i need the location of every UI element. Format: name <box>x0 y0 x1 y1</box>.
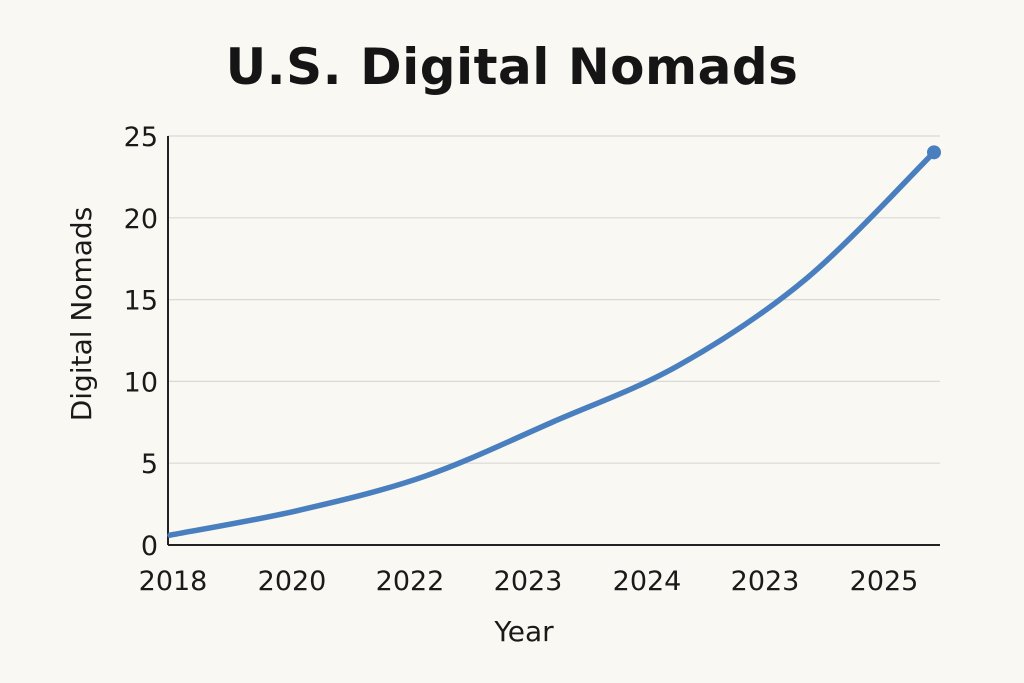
axes <box>167 136 940 546</box>
chart-title: U.S. Digital Nomads <box>225 38 799 96</box>
x-axis-label: Year <box>493 615 554 648</box>
x-tick-label: 2023 <box>494 566 563 597</box>
y-axis-label: Digital Nomads <box>65 207 98 422</box>
x-tick-label: 2018 <box>139 566 208 597</box>
y-tick-label: 5 <box>141 449 158 480</box>
y-tick-label: 20 <box>124 204 158 235</box>
x-tick-label: 2020 <box>258 566 327 597</box>
y-tick-label: 15 <box>124 286 158 317</box>
series-line <box>167 149 937 538</box>
y-tick-labels: 0 5 10 15 20 25 <box>124 122 158 562</box>
x-tick-labels: 2018 2020 2022 2023 2024 2023 2025 <box>139 566 919 597</box>
x-tick-label: 2022 <box>376 566 445 597</box>
end-point-marker <box>927 145 941 160</box>
x-tick-label: 2024 <box>613 566 682 597</box>
y-tick-label: 0 <box>141 531 158 562</box>
x-tick-label: 2025 <box>850 566 919 597</box>
y-tick-label: 10 <box>124 367 158 398</box>
gridlines <box>168 135 940 464</box>
x-tick-label: 2023 <box>731 566 800 597</box>
series-layer <box>167 145 941 538</box>
y-tick-label: 25 <box>124 122 158 153</box>
